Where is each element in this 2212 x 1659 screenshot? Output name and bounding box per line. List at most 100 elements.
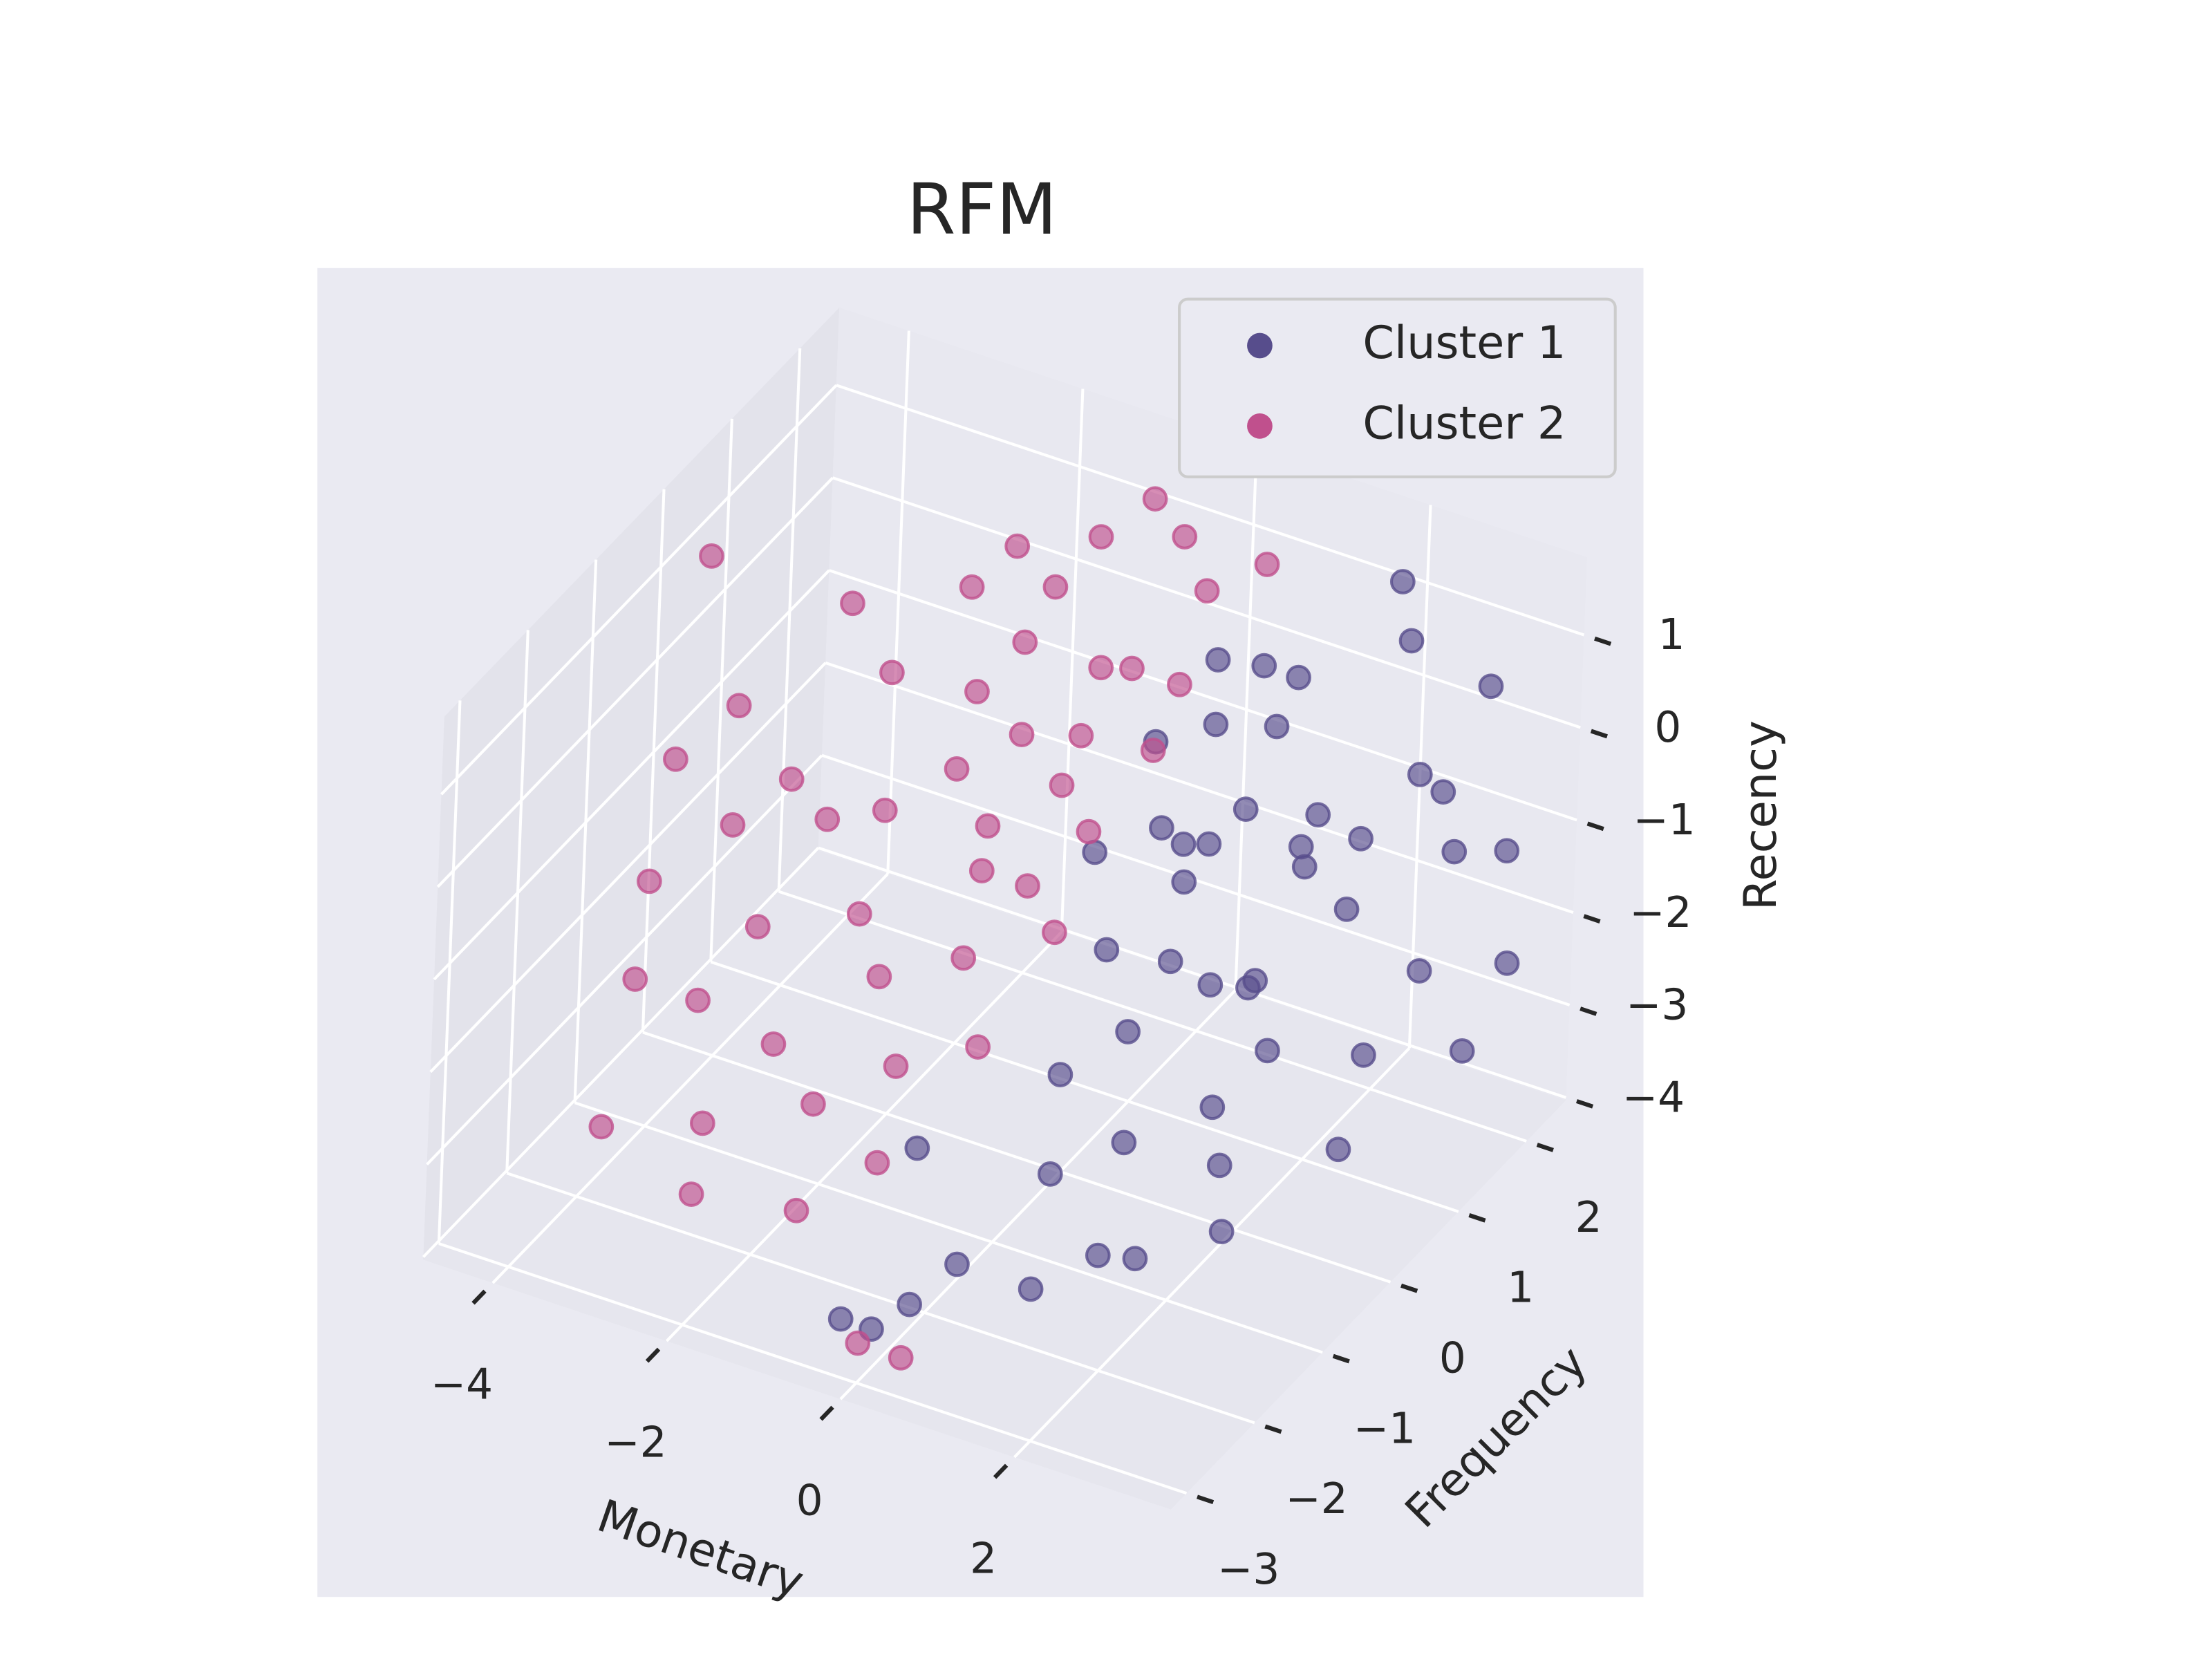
point [1286,664,1311,691]
point [778,766,805,792]
point [1171,869,1197,895]
legend: Cluster 1 Cluster 2 [1178,297,1617,478]
point [840,590,865,617]
grid-line [710,960,1459,1213]
tick-mark [819,1405,834,1421]
point [1305,802,1331,828]
point [1389,569,1416,594]
tick-mark [1580,1006,1597,1016]
tick-mark [1586,821,1604,832]
point [1232,796,1259,823]
tick-mark [1536,1143,1554,1152]
y-tick-label: 2 [1575,1193,1602,1242]
point [888,1344,914,1371]
grid-line [777,348,802,892]
point [964,679,990,704]
tick-mark [471,1289,487,1305]
x-tick-label: −4 [431,1360,493,1409]
point [975,813,1001,839]
point [1012,629,1038,655]
tick-mark [1590,729,1608,739]
y-tick-label: −3 [1217,1545,1280,1594]
y-tick-label: 0 [1439,1334,1466,1383]
y-tick-label: −2 [1286,1474,1348,1524]
point [1348,825,1374,852]
point [883,1053,909,1079]
z-tick-label: −3 [1626,981,1688,1030]
point [1094,937,1120,963]
point [1203,711,1229,738]
point [744,914,771,940]
point [1122,1246,1148,1272]
grid-line [505,630,529,1174]
point [1088,655,1114,681]
point [1407,762,1433,787]
grid-line [886,330,910,874]
point [1208,1219,1235,1244]
grid-line [426,754,823,1165]
tick-mark [993,1463,1009,1479]
point [1167,671,1192,697]
legend-label: Cluster 2 [1362,397,1566,449]
point [1172,524,1198,550]
point [1242,968,1268,993]
y-tick-label: −1 [1353,1404,1416,1453]
grid-line [573,559,598,1103]
point [1199,1094,1226,1121]
grid-line [440,384,838,796]
point [1398,628,1425,654]
point [872,797,898,823]
grid-line [491,872,889,1284]
point [1351,1042,1376,1068]
tick-mark [1468,1213,1486,1223]
point [1478,673,1504,700]
z-tick-label: −2 [1629,888,1691,937]
point [726,693,752,719]
point [1047,1062,1074,1087]
tick-mark [1264,1424,1282,1434]
point [663,746,688,772]
point [1170,831,1197,857]
point [1194,578,1220,604]
z-tick-label: 1 [1658,610,1685,659]
point [1004,533,1031,559]
grid-line [642,1031,1391,1284]
y-tick-label: 1 [1507,1264,1534,1313]
grid-line [828,569,1577,822]
grid-line [665,930,1063,1342]
tick-mark [1332,1353,1350,1364]
point [846,901,872,927]
point [1325,1136,1351,1163]
point [866,964,892,990]
grid-line [825,661,1574,915]
point [720,812,746,838]
point [1291,854,1318,880]
legend-marker [1247,332,1273,359]
point [1157,948,1183,975]
grid-line [438,1242,1188,1495]
x-tick-label: 0 [796,1477,823,1526]
point [588,1114,615,1140]
grid-line [436,476,834,888]
point [1068,722,1094,749]
point [685,987,711,1013]
point [1037,1161,1063,1187]
point [1076,818,1102,845]
point [1142,486,1168,512]
back-pane [818,307,1587,1100]
grid-line [437,700,462,1244]
point [845,1330,871,1356]
point [1430,779,1456,805]
point [760,1031,787,1057]
point [944,756,970,782]
point [1494,838,1520,864]
point [1254,552,1280,577]
point [783,1197,809,1224]
point [1264,713,1290,740]
panes [423,307,1587,1510]
point [879,659,905,686]
point [1196,831,1222,857]
floor-pane [423,850,1566,1510]
